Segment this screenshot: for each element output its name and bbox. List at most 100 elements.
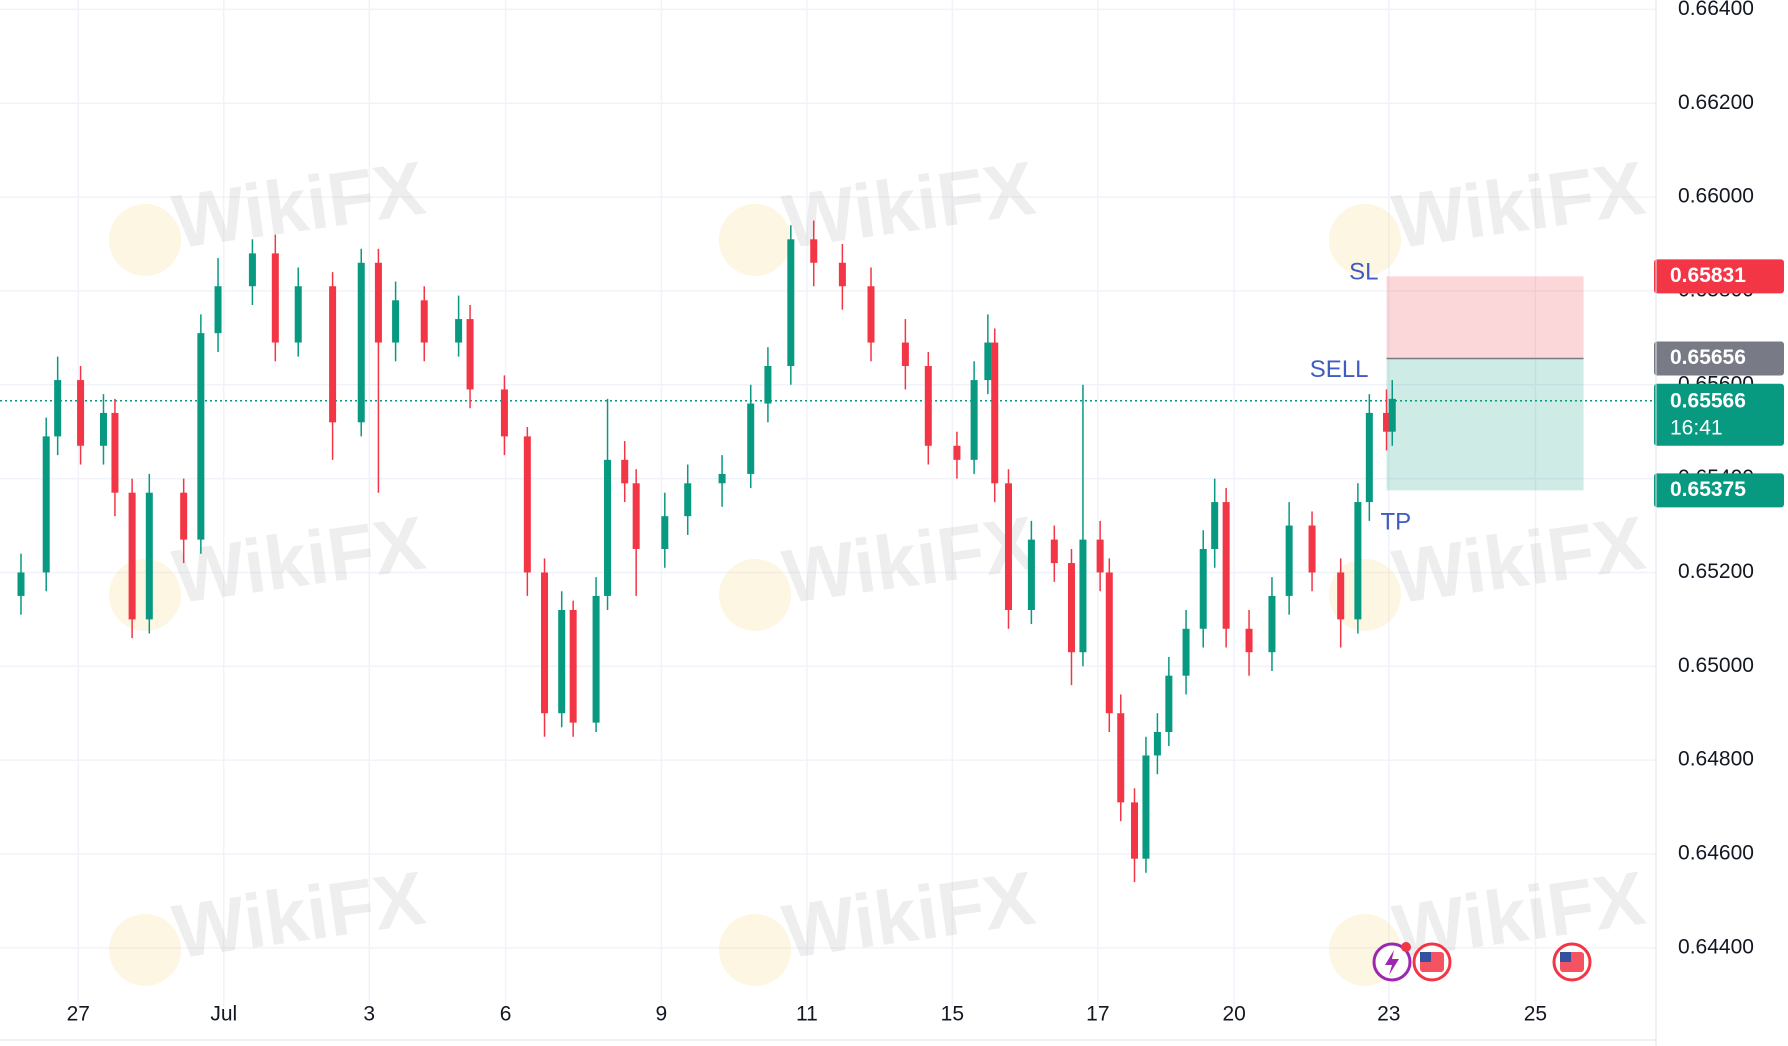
y-tick-label: 0.65000	[1678, 654, 1754, 677]
entry-price-tag-bg	[1654, 341, 1784, 376]
x-tick-label: 6	[500, 1003, 512, 1026]
last-price-tag: 0.65566	[1670, 389, 1746, 412]
target-price-tag: 0.65375	[1670, 478, 1746, 501]
entry-price-tag: 0.65656	[1670, 346, 1746, 369]
candle-body	[17, 572, 25, 596]
x-tick-label: 9	[656, 1003, 668, 1026]
x-tick-label: 25	[1524, 1003, 1547, 1026]
candle-body	[1182, 628, 1190, 676]
candle-body	[1004, 483, 1012, 610]
event-icons	[1372, 942, 1592, 982]
y-tick-label: 0.66200	[1678, 91, 1754, 114]
countdown: 16:41	[1670, 416, 1723, 439]
x-tick-label: 17	[1086, 1003, 1109, 1026]
candle-body	[1388, 398, 1396, 432]
x-tick-label: 20	[1222, 1003, 1245, 1026]
candle-body	[500, 389, 508, 437]
candle-body	[392, 300, 400, 343]
candle-body	[1050, 539, 1058, 564]
candle-body	[329, 286, 337, 423]
candle-body	[1117, 713, 1125, 803]
target-price-tag-bg	[1654, 473, 1784, 508]
y-tick-label: 0.66400	[1678, 0, 1754, 20]
candle-body	[541, 572, 549, 714]
candle-body	[970, 380, 978, 460]
candle-body	[867, 286, 875, 343]
watermark-logo	[109, 204, 181, 276]
candle-body	[1153, 732, 1161, 756]
candle-body	[374, 262, 382, 343]
candle-body	[271, 253, 279, 343]
candles-layer	[17, 220, 1396, 883]
x-tick-label: Jul	[210, 1003, 237, 1026]
x-tick-label: 3	[363, 1003, 375, 1026]
stop-price-tag: 0.65831	[1670, 264, 1746, 287]
watermark-logo	[719, 204, 791, 276]
watermark-logo	[1329, 559, 1401, 631]
candle-body	[953, 445, 961, 460]
stop-label: SL	[1349, 259, 1378, 286]
candle-body	[838, 262, 846, 287]
candle-body	[569, 610, 577, 723]
stop-zone	[1386, 276, 1584, 359]
y-tick-label: 0.64800	[1678, 748, 1754, 771]
candle-body	[54, 380, 62, 437]
last-price-tag-bg	[1654, 383, 1784, 446]
x-tick-label: 27	[67, 1003, 90, 1026]
candle-body	[145, 492, 153, 620]
x-tick-label: 11	[796, 1003, 818, 1026]
candle-body	[1365, 412, 1373, 503]
candle-body	[718, 473, 726, 484]
candle-body	[764, 366, 772, 404]
axis-layer: 0.644000.646000.648000.650000.652000.654…	[67, 0, 1784, 1026]
candle-body	[466, 319, 474, 390]
stop-price-tag-bg	[1654, 259, 1784, 294]
y-tick-label: 0.66000	[1678, 185, 1754, 208]
candle-body	[248, 253, 256, 287]
candle-body	[621, 459, 629, 484]
candle-body	[747, 403, 755, 474]
candle-body	[984, 342, 992, 381]
candle-body	[1285, 525, 1293, 596]
candle-body	[1199, 549, 1207, 629]
candle-body	[455, 319, 463, 343]
y-tick-label: 0.65200	[1678, 560, 1754, 583]
candle-body	[787, 239, 795, 366]
candle-body	[901, 342, 909, 366]
candle-body	[1337, 572, 1345, 620]
candle-body	[1105, 572, 1113, 714]
candle-body	[1308, 525, 1316, 573]
candle-body	[1268, 595, 1276, 653]
candle-body	[1142, 755, 1150, 859]
candle-body	[99, 412, 107, 446]
candle-body	[420, 300, 428, 343]
x-tick-label: 23	[1377, 1003, 1400, 1026]
candle-body	[1027, 539, 1035, 610]
y-tick-label: 0.64400	[1678, 935, 1754, 958]
candle-body	[684, 483, 692, 517]
candle-body	[604, 459, 612, 596]
candle-body	[77, 380, 85, 446]
event-dot	[1401, 942, 1411, 952]
watermark-logo	[109, 559, 181, 631]
candle-body	[1383, 412, 1391, 432]
candle-body	[632, 483, 640, 549]
candle-body	[180, 492, 188, 540]
target-label: TP	[1381, 509, 1412, 536]
candle-body	[661, 516, 669, 549]
candle-body	[924, 366, 932, 446]
watermark-logo	[109, 914, 181, 986]
candle-body	[1211, 502, 1219, 549]
candle-body	[1130, 802, 1138, 859]
watermark-logo	[719, 559, 791, 631]
candle-body	[1079, 539, 1087, 653]
position-layer: SL SELL TP	[0, 259, 1656, 536]
candle-body	[197, 333, 205, 540]
candle-body	[214, 286, 222, 334]
target-zone	[1386, 358, 1584, 491]
candle-body	[991, 342, 999, 484]
candle-body	[1096, 539, 1104, 573]
